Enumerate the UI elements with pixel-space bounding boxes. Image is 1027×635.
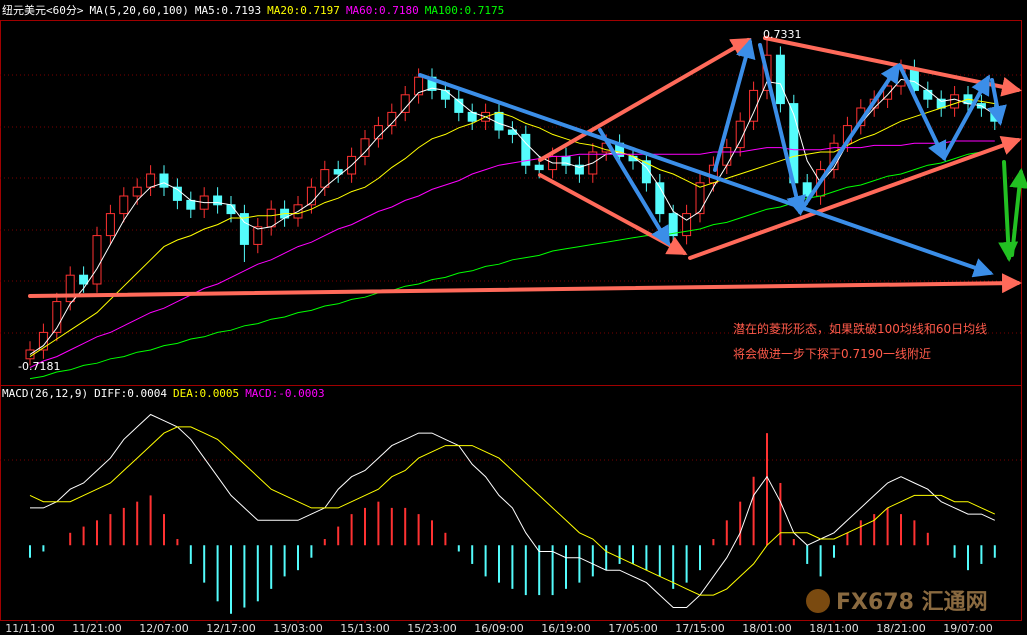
candle-body — [775, 54, 785, 105]
candle-body — [172, 186, 182, 201]
legend-entry: DEA:0.0005 — [172, 387, 240, 400]
candle-body — [641, 160, 651, 184]
candle-body — [454, 98, 464, 113]
wave-arrow — [942, 74, 990, 160]
x-tick-label: 15/13:00 — [340, 622, 389, 635]
wave-arrow — [798, 62, 901, 214]
candle-body — [655, 182, 665, 215]
x-tick-label: 18/21:00 — [876, 622, 925, 635]
candle-body — [159, 173, 169, 188]
low-label: -0.7181 — [18, 360, 60, 373]
candle-body — [695, 182, 705, 215]
x-tick-label: 18/11:00 — [809, 622, 858, 635]
trend-arrow — [763, 36, 1022, 97]
candle-body — [79, 274, 89, 285]
x-tick-label: 16/19:00 — [541, 622, 590, 635]
indicator-name: MA(5,20,60,100) — [89, 4, 189, 17]
watermark: FX678 汇通网 — [836, 590, 988, 615]
macd-legend: MACD(26,12,9) DIFF:0.0004 DEA:0.0005 MACD:-… — [2, 387, 337, 400]
legend-entry: DIFF:0.0004 — [94, 387, 167, 400]
wave-arrow — [987, 78, 1007, 126]
candle-body — [950, 94, 960, 109]
candle-body — [923, 89, 933, 100]
candle-body — [722, 147, 732, 166]
candle-body — [119, 195, 129, 215]
candle-body — [38, 331, 48, 351]
annotation: 潜在的菱形形态，如果跌破100均线和60日均线 — [733, 321, 987, 336]
x-tick-label: 13/03:00 — [273, 622, 322, 635]
candle-body — [668, 213, 678, 237]
x-tick-label: 12/17:00 — [206, 622, 255, 635]
x-tick-label: 15/23:00 — [407, 622, 456, 635]
x-tick-label: 17/15:00 — [675, 622, 724, 635]
x-tick-label: 19/07:00 — [943, 622, 992, 635]
trend-arrow — [538, 38, 752, 162]
wave-arrow — [713, 38, 756, 172]
up-arrow — [1009, 168, 1027, 257]
candle-body — [494, 111, 504, 131]
candle-body — [239, 213, 249, 245]
legend-entry: MA20:0.7197 — [267, 4, 340, 17]
candle-body — [213, 195, 223, 206]
candle-body — [52, 301, 62, 333]
candle-body — [92, 235, 102, 285]
ma-line — [29, 98, 995, 358]
macd-line — [30, 413, 996, 608]
candle-body — [414, 76, 424, 96]
x-tick-label: 12/07:00 — [139, 622, 188, 635]
candle-body — [146, 173, 156, 188]
trend-arrow — [688, 136, 1022, 260]
candle-body — [883, 85, 893, 100]
candle-body — [440, 89, 450, 100]
x-tick-label: 17/05:00 — [608, 622, 657, 635]
indicator-name: MACD(26,12,9) — [2, 387, 89, 400]
legend: MA5:0.7193 MA20:0.7197 MA60:0.7180 MA100:0.… — [195, 4, 510, 17]
x-tick-label: 16/09:00 — [474, 622, 523, 635]
candle-body — [360, 138, 370, 157]
candle-body — [306, 186, 316, 206]
candle-body — [534, 164, 544, 171]
legend-entry: MA100:0.7175 — [424, 4, 505, 17]
candle-body — [186, 199, 196, 210]
price-legend: 纽元美元<60分> MA(5,20,60,100) MA5:0.7193 MA20:0… — [2, 2, 516, 18]
trend-arrow — [418, 73, 994, 278]
ma-line — [29, 78, 996, 355]
candle-body — [400, 94, 410, 113]
chart-title: 纽元美元<60分> — [2, 4, 84, 17]
candle-body — [749, 89, 759, 122]
high-label: 0.7331 — [763, 28, 802, 41]
annotation: 将会做进一步下探于0.7190一线附近 — [733, 346, 931, 361]
candle-body — [105, 213, 115, 237]
candle-body — [735, 120, 745, 149]
candle-body — [333, 169, 343, 175]
legend: DIFF:0.0004 DEA:0.0005 MACD:-0.0003 — [94, 387, 331, 400]
legend-entry: MA60:0.7180 — [345, 4, 419, 17]
candle-body — [65, 274, 75, 303]
candle-body — [521, 133, 531, 166]
down-arrow — [998, 160, 1019, 262]
frame — [0, 20, 1022, 621]
macd-line — [29, 426, 996, 596]
watermark-logo — [806, 589, 830, 613]
candle-body — [132, 186, 142, 197]
candle-body — [802, 182, 812, 197]
legend-entry: MA5:0.7193 — [194, 4, 262, 17]
ma-line — [29, 147, 995, 380]
drawings — [28, 36, 1027, 298]
wave-arrow — [898, 64, 947, 162]
candle-body — [682, 213, 692, 237]
x-tick-label: 11/11:00 — [5, 622, 54, 635]
wave-arrow — [598, 128, 671, 247]
x-tick-label: 11/21:00 — [72, 622, 121, 635]
legend-entry: MACD:-0.0003 — [245, 387, 325, 400]
wave-arrow — [758, 43, 806, 216]
candle-body — [253, 226, 263, 245]
candle-body — [266, 208, 276, 228]
support-arrow — [28, 273, 1022, 298]
x-tick-label: 18/01:00 — [742, 622, 791, 635]
candle-body — [574, 164, 584, 175]
